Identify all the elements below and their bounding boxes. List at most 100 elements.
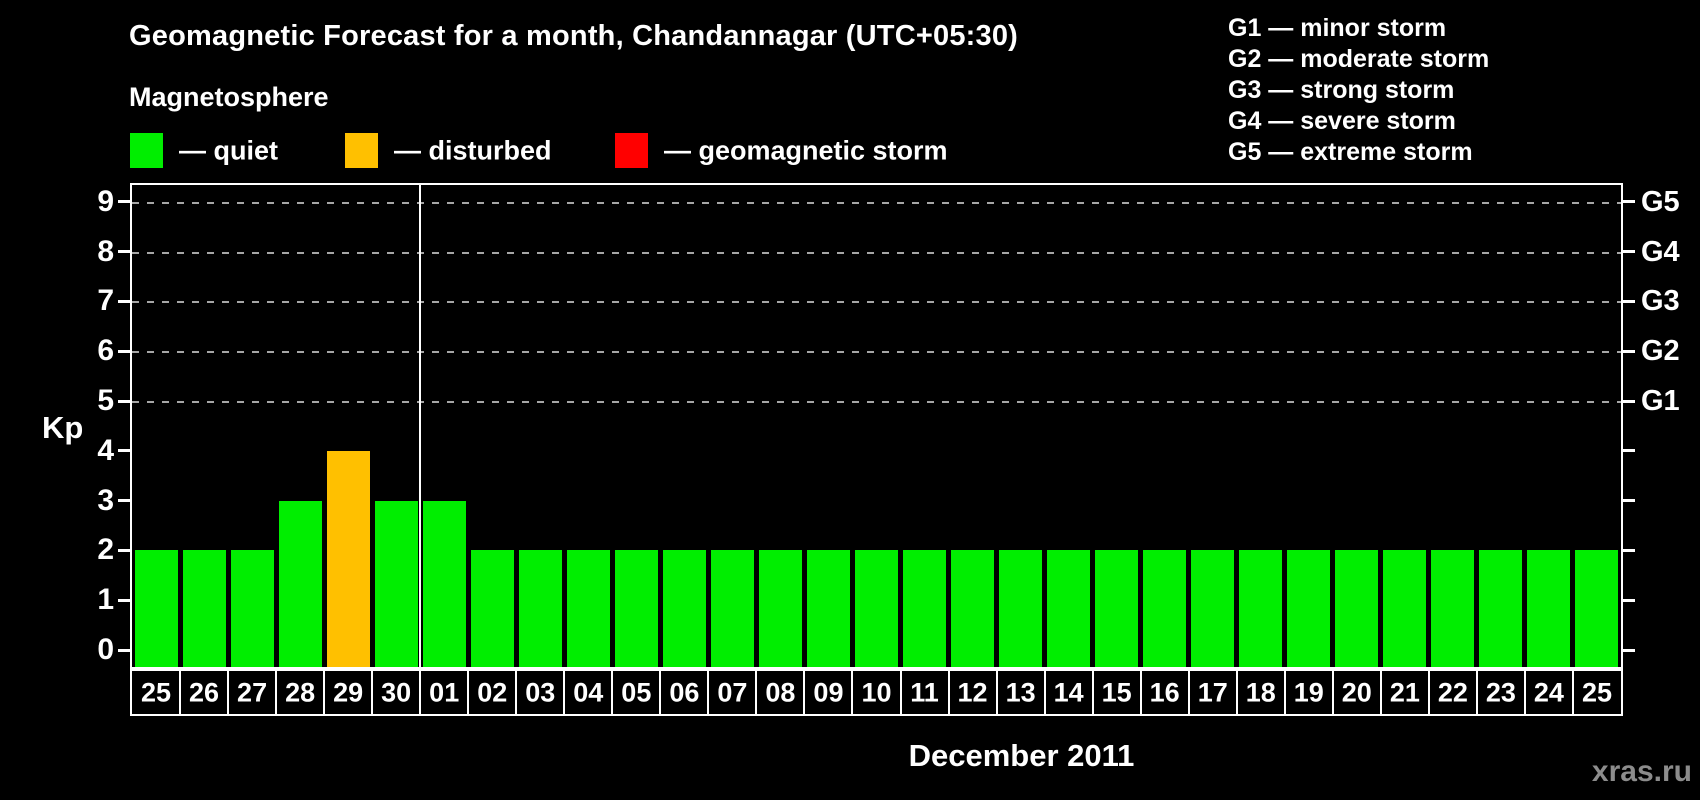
date-cell-border (371, 671, 374, 714)
bar-day-01 (422, 500, 466, 667)
storm-scale-line-1: G1 — minor storm (1228, 14, 1447, 42)
date-cell-border (707, 671, 710, 714)
date-cell-border (515, 671, 518, 714)
date-cell-border (947, 671, 950, 714)
bar-day-18 (1239, 550, 1283, 667)
bar-day-24 (1527, 550, 1571, 667)
bar-day-25 (1575, 550, 1619, 667)
bar-day-28 (278, 500, 322, 667)
bar-day-29 (326, 450, 370, 667)
date-label-24: 19 (1293, 677, 1324, 707)
g-scale-label-G4: G4 (1641, 235, 1680, 268)
bar-day-10 (855, 550, 898, 667)
right-tick-6 (1623, 349, 1635, 353)
g-scale-label-G1: G1 (1641, 385, 1680, 417)
left-tick-7 (118, 299, 130, 303)
date-cell-border (899, 671, 902, 714)
bar-day-15 (1095, 550, 1139, 667)
date-cell-border (1427, 671, 1430, 714)
date-label-26: 21 (1389, 677, 1420, 707)
date-label-15: 10 (861, 677, 892, 707)
date-label-3: 28 (285, 677, 316, 707)
date-label-16: 11 (910, 677, 939, 707)
left-tick-0 (118, 648, 130, 652)
magnetosphere-label: Magnetosphere (129, 82, 329, 112)
plot-area (130, 183, 1623, 669)
storm-scale-line-2: G2 — moderate storm (1228, 45, 1490, 73)
bar-day-05 (614, 550, 658, 667)
date-cell-border (1331, 671, 1334, 714)
date-label-2: 27 (237, 677, 268, 707)
date-label-18: 13 (1005, 677, 1036, 707)
bar-day-08 (758, 550, 802, 667)
bar-day-07 (710, 550, 754, 667)
date-cell-border (851, 671, 854, 714)
date-cell-border (1139, 671, 1142, 714)
y-axis-label-kp: Kp (42, 410, 84, 445)
date-label-1: 26 (189, 677, 220, 707)
watermark-text: xras.ru (1591, 755, 1692, 788)
right-tick-1 (1623, 598, 1635, 602)
date-label-19: 14 (1053, 677, 1084, 707)
bar-day-12 (951, 550, 995, 667)
date-label-6: 01 (429, 677, 460, 707)
date-cell-border (611, 671, 614, 714)
date-cell-border (227, 671, 230, 714)
gridline-kp-5 (132, 401, 1621, 403)
bar-day-09 (806, 550, 850, 667)
date-cell-border (323, 671, 326, 714)
left-tick-6 (118, 349, 130, 353)
month-separator (419, 185, 422, 667)
date-cell-border (419, 671, 422, 714)
storm-scale-line-4: G4 — severe storm (1228, 107, 1456, 135)
bar-day-04 (566, 550, 610, 667)
date-label-21: 16 (1149, 677, 1180, 707)
date-cell-border (467, 671, 470, 714)
g-scale-label-G3: G3 (1641, 285, 1680, 318)
gridline-kp-7 (132, 301, 1621, 304)
bar-day-14 (1047, 550, 1091, 667)
date-cell-border (995, 671, 998, 714)
date-label-0: 25 (140, 677, 172, 707)
left-tick-8 (118, 250, 130, 254)
x-axis-month-label: December 2011 (908, 738, 1135, 773)
g-scale-label-G5: G5 (1641, 185, 1680, 218)
left-tick-9 (118, 200, 130, 204)
right-tick-4 (1623, 449, 1635, 453)
date-label-25: 20 (1341, 677, 1372, 707)
plot-inner (132, 185, 1621, 667)
left-tick-2 (118, 548, 130, 552)
right-tick-0 (1623, 648, 1635, 652)
left-tick-5 (118, 399, 130, 403)
date-label-9: 04 (573, 677, 604, 707)
date-label-8: 03 (525, 677, 556, 707)
y-tick-label-9: 9 (97, 184, 114, 218)
date-label-22: 17 (1197, 677, 1228, 707)
date-label-20: 15 (1101, 677, 1132, 707)
legend-label-storm: — geomagnetic storm (664, 135, 948, 165)
bar-day-03 (518, 550, 562, 667)
right-tick-7 (1623, 299, 1635, 303)
date-cell-border (1571, 671, 1574, 714)
storm-scale-legend: G1 — minor storm G2 — moderate storm G3 — … (1228, 13, 1489, 168)
bar-day-22 (1431, 550, 1475, 667)
legend-swatch-disturbed (345, 133, 378, 168)
date-label-4: 29 (333, 677, 364, 707)
date-cell-border (755, 671, 758, 714)
date-cell-border (1043, 671, 1046, 714)
y-tick-label-5: 5 (97, 384, 114, 417)
right-tick-5 (1623, 399, 1635, 403)
bar-day-26 (182, 550, 226, 667)
g-scale-label-G2: G2 (1641, 335, 1680, 368)
gridline-kp-8 (132, 251, 1621, 254)
legend-swatch-quiet (130, 133, 163, 168)
right-tick-8 (1623, 250, 1635, 254)
bar-day-19 (1287, 550, 1331, 667)
bar-day-20 (1335, 550, 1379, 667)
bar-day-30 (374, 500, 418, 667)
date-cell-border (1379, 671, 1382, 714)
bar-day-06 (662, 550, 706, 667)
date-cell-border (179, 671, 182, 714)
bar-day-16 (1143, 550, 1187, 667)
date-label-23: 18 (1245, 677, 1276, 707)
